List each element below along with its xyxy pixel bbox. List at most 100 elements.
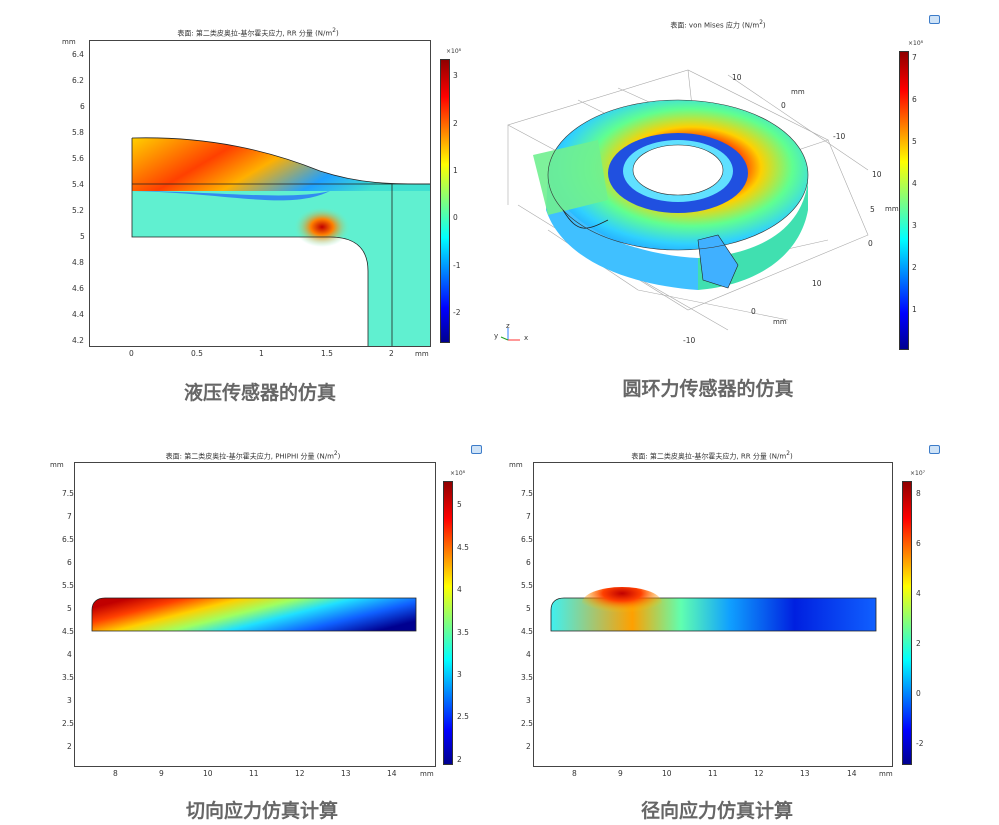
y-tick: 7 [526,512,531,521]
y-tick: 7.5 [521,489,533,498]
colorbar [899,51,909,350]
axis-label: 0 [781,101,786,110]
colorbar-tick: -2 [916,739,924,748]
y-tick: 2 [67,742,72,751]
x-tick: 11 [249,769,259,778]
plot-title: 表面: 第二类皮奥拉-基尔霍夫应力, RR 分量 (N/m2) [631,451,793,461]
y-tick: 5.5 [521,581,533,590]
tangential-field [91,597,417,632]
y-tick: 5 [67,604,72,613]
ring-3d-view [500,69,869,341]
x-tick: 1.5 [321,349,333,358]
caption: 径向应力仿真计算 [640,800,794,822]
colorbar-tick: 3 [453,71,458,80]
hydraulic-field [131,137,430,346]
x-tick: 0 [129,349,134,358]
x-tick: 13 [800,769,810,778]
y-tick: 5.6 [72,154,84,163]
axis-label: mm [885,205,899,213]
colorbar-tick: 6 [916,539,921,548]
colorbar-tick: 6 [912,95,917,104]
axis-label: mm [773,318,787,326]
camera-icon[interactable] [929,15,940,24]
y-tick: 3.5 [62,673,74,682]
x-tick: 8 [572,769,577,778]
caption: 液压传感器的仿真 [183,382,337,404]
x-unit: mm [420,770,434,778]
y-tick: 4.5 [62,627,74,636]
x-tick: 11 [708,769,718,778]
plot-title: 表面: 第二类皮奥拉-基尔霍夫应力, PHIPHI 分量 (N/m2) [165,451,341,461]
x-tick: 12 [295,769,305,778]
colorbar [443,481,453,765]
colorbar-tick: 5 [912,137,917,146]
axis-label: 0 [751,307,756,316]
colorbar [440,59,450,343]
y-tick: 2.5 [62,719,74,728]
caption: 切向应力仿真计算 [185,800,339,822]
x-tick: 9 [159,769,164,778]
colorbar-tick: 2 [453,119,458,128]
x-unit: mm [415,350,429,358]
colorbar-tick: 4 [457,585,462,594]
colorbar-tick: 2 [912,263,917,272]
colorbar-tick: 8 [916,489,921,498]
colorbar-tick: 7 [912,53,917,62]
y-unit: mm [50,461,64,469]
colorbar-tick: -2 [453,308,461,317]
colorbar-tick: 2.5 [457,712,469,721]
x-tick: 10 [662,769,672,778]
y-tick: 6.4 [72,50,84,59]
y-tick: 4 [67,650,72,659]
y-tick: 4.4 [72,310,84,319]
camera-icon[interactable] [929,445,940,454]
y-unit: mm [509,461,523,469]
x-tick: 10 [203,769,213,778]
axis-label: 5 [870,205,875,214]
y-tick: 7.5 [62,489,74,498]
y-tick: 5.4 [72,180,84,189]
y-tick: 4 [526,650,531,659]
x-tick: 13 [341,769,351,778]
camera-icon[interactable] [471,445,482,454]
x-tick: 12 [754,769,764,778]
colorbar-tick: 1 [453,166,458,175]
colorbar-tick: 4 [912,179,917,188]
y-tick: 4.5 [521,627,533,636]
y-tick: 5.2 [72,206,84,215]
y-tick: 7 [67,512,72,521]
axis-label: -10 [683,336,696,345]
x-tick: 14 [847,769,857,778]
triad-x: x [524,334,529,342]
x-tick: 8 [113,769,118,778]
x-tick: 14 [387,769,397,778]
y-tick: 5.5 [62,581,74,590]
x-tick: 9 [618,769,623,778]
triad-y: y [494,332,499,340]
axis-label: 10 [732,73,742,82]
colorbar-tick: 2 [457,755,462,764]
x-tick: 2 [389,349,394,358]
x-tick: 1 [259,349,264,358]
colorbar-exponent: ×10⁷ [910,470,926,477]
colorbar-tick: 3 [912,221,917,230]
y-tick: 3.5 [521,673,533,682]
axis-label: 0 [868,239,873,248]
triad-z: z [506,322,510,330]
plot-area [74,462,436,767]
y-tick: 5 [80,232,85,241]
x-tick: 0.5 [191,349,203,358]
y-tick: 3 [526,696,531,705]
axis-label: -10 [833,132,846,141]
y-tick: 6 [67,558,72,567]
y-tick: 6.2 [72,76,84,85]
colorbar-tick: 0 [916,689,921,698]
radial-field [550,587,877,632]
plot-area [89,40,431,347]
y-tick: 4.2 [72,336,84,345]
axis-label: 10 [812,279,822,288]
colorbar-tick: 5 [457,500,462,509]
axis-label: mm [791,88,805,96]
colorbar-tick: 4.5 [457,543,469,552]
y-tick: 2 [526,742,531,751]
